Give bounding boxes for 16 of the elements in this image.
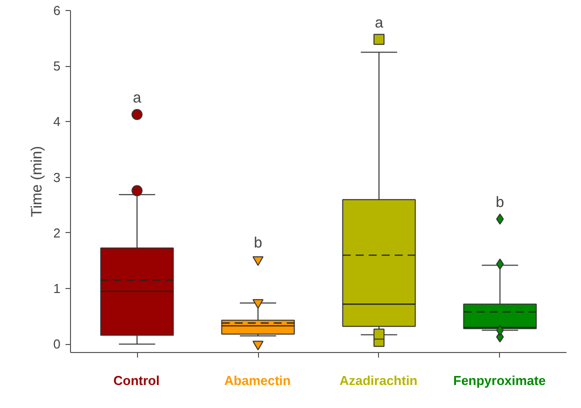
annotation: a — [132, 89, 142, 106]
annotation: b — [254, 234, 262, 252]
x-tick-label: Azadirachtin — [339, 372, 418, 390]
y-tick-label: 1 — [53, 281, 61, 296]
annotation: a — [374, 14, 384, 32]
y-tick-label: 5 — [53, 58, 61, 74]
x-tick-label: Abamectin — [224, 372, 291, 390]
annotation: b — [496, 194, 504, 212]
x-tick-label: Control — [113, 372, 160, 390]
y-tick-label: 2 — [53, 225, 61, 240]
y-tick-label: 4 — [53, 114, 61, 130]
x-tick-label: Fenpyroximate — [453, 372, 546, 390]
y-axis-title: Time (min) — [28, 146, 46, 218]
y-tick-label: 3 — [53, 170, 61, 185]
y-tick-label: 6 — [53, 3, 61, 18]
y-tick-label: 0 — [53, 336, 61, 352]
